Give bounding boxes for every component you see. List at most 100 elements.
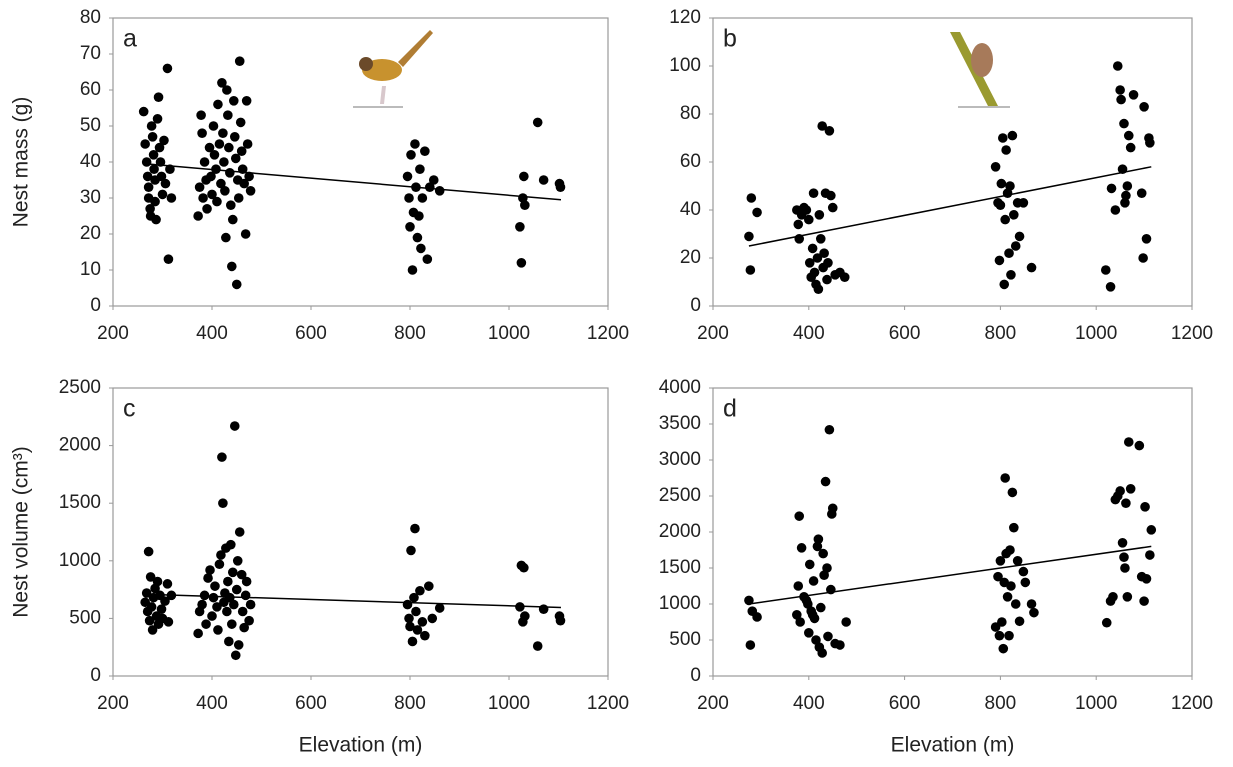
data-point <box>1116 94 1126 105</box>
data-point <box>227 619 237 629</box>
data-point <box>207 189 217 200</box>
data-point <box>230 153 241 164</box>
x-axis-label: Elevation (m) <box>299 734 423 757</box>
y-tick-label: 0 <box>690 295 701 316</box>
data-point <box>745 640 756 650</box>
data-point <box>417 193 428 203</box>
data-point <box>1018 566 1029 577</box>
data-point <box>234 527 245 537</box>
data-point <box>1014 231 1025 242</box>
data-point <box>796 543 807 553</box>
data-point <box>817 121 828 131</box>
data-point <box>222 85 232 95</box>
data-point <box>1007 487 1018 498</box>
x-tick-label: 1200 <box>1171 693 1213 714</box>
data-point <box>212 196 222 207</box>
data-point <box>1002 592 1013 602</box>
data-point <box>149 164 159 174</box>
data-point <box>217 452 227 462</box>
y-tick-label: 2000 <box>659 521 701 542</box>
data-point <box>1100 265 1111 275</box>
data-point <box>225 168 235 178</box>
data-point <box>515 222 525 232</box>
data-point <box>226 200 236 210</box>
data-point <box>807 243 818 254</box>
data-point <box>1007 130 1018 141</box>
data-point <box>990 162 1001 172</box>
y-tick-label: 30 <box>80 187 101 208</box>
data-point <box>410 523 420 534</box>
data-point <box>244 615 254 626</box>
data-point <box>228 96 239 106</box>
data-point <box>434 603 445 613</box>
x-tick-label: 1000 <box>1075 693 1117 714</box>
data-point <box>411 606 421 617</box>
data-point <box>1014 616 1025 627</box>
y-tick-label: 70 <box>80 43 101 64</box>
data-point <box>240 229 251 239</box>
data-point <box>823 258 833 268</box>
data-point <box>226 539 236 550</box>
y-tick-label: 60 <box>680 151 701 172</box>
data-point <box>241 96 252 106</box>
data-point <box>148 150 159 160</box>
data-point <box>1001 145 1011 155</box>
plot-frame <box>712 387 1193 677</box>
data-point <box>1141 574 1152 584</box>
data-point <box>1140 502 1150 512</box>
data-point <box>218 128 228 138</box>
y-tick-label: 1500 <box>659 557 701 578</box>
data-point <box>229 132 240 142</box>
data-point <box>1121 190 1131 201</box>
trend-line <box>145 593 561 609</box>
data-point <box>822 563 832 573</box>
panel: 0 500 1000 1500 2000 2500 3000 3500 4000 200 400 60… <box>659 377 1213 757</box>
data-point <box>208 592 219 603</box>
data-point <box>412 232 423 243</box>
x-tick-label: 1000 <box>1075 323 1117 344</box>
y-tick-label: 80 <box>80 7 101 28</box>
data-point <box>1026 262 1037 273</box>
data-point <box>244 171 254 182</box>
data-point <box>417 617 428 627</box>
data-point <box>159 135 169 146</box>
data-point <box>1121 498 1131 509</box>
data-point <box>532 117 543 128</box>
x-tick-label: 600 <box>295 323 327 344</box>
data-point <box>420 630 430 641</box>
data-point <box>147 625 158 635</box>
data-point <box>1120 198 1130 208</box>
data-point <box>140 139 150 149</box>
data-point <box>995 556 1006 566</box>
y-tick-label: 50 <box>80 115 101 136</box>
y-tick-label: 60 <box>80 79 101 100</box>
data-point <box>519 171 529 182</box>
panel: 0 20 40 60 80 100 120 200 400 600 800 1000 1200 b <box>669 7 1213 344</box>
data-point <box>236 146 247 156</box>
data-point <box>822 274 832 285</box>
data-point <box>223 576 233 587</box>
data-point <box>218 498 228 509</box>
y-tick-label: 20 <box>680 247 701 268</box>
data-point <box>224 636 234 647</box>
data-point <box>152 576 163 587</box>
data-point <box>813 534 824 544</box>
y-tick-label: 0 <box>90 295 101 316</box>
data-point <box>410 139 420 149</box>
data-point <box>221 232 231 243</box>
panel-letter: d <box>723 395 737 423</box>
data-point <box>425 182 435 192</box>
data-point <box>841 617 851 627</box>
data-point <box>1020 577 1031 588</box>
data-point <box>406 150 416 160</box>
data-point <box>209 150 220 160</box>
data-point <box>216 178 226 189</box>
data-point <box>427 613 438 624</box>
plot-frame <box>712 17 1193 307</box>
x-tick-label: 600 <box>889 323 921 344</box>
y-tick-label: 1000 <box>59 550 101 571</box>
data-point <box>407 265 418 275</box>
x-tick-label: 600 <box>295 693 327 714</box>
x-tick-label: 1000 <box>488 693 530 714</box>
data-point <box>1000 473 1010 483</box>
